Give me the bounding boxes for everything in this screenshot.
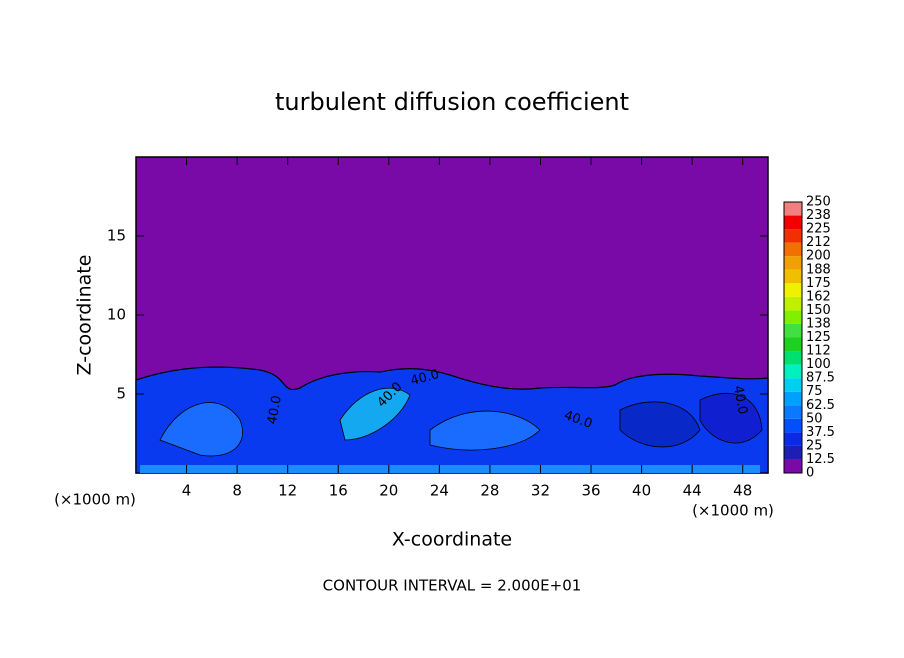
contour-label: 40.0 [409, 367, 441, 389]
turbulent-layer [135, 366, 769, 474]
colorbar-label: 138 [806, 316, 831, 331]
x-axis-label: X-coordinate [392, 529, 512, 551]
colorbar-label: 75 [806, 384, 823, 399]
colorbar-band [784, 445, 802, 460]
colorbar-label: 37.5 [806, 425, 835, 440]
colorbar-band [784, 310, 802, 324]
y-axis-label: Z-coordinate [74, 255, 96, 376]
colorbar-label: 25 [806, 438, 823, 453]
colorbar-label: 112 [806, 344, 831, 359]
x-tick-label: 36 [581, 482, 600, 500]
colorbar-label: 188 [806, 262, 831, 277]
colorbar-label: 238 [806, 208, 831, 223]
colorbar-band [784, 202, 802, 216]
x-unit: (×1000 m) [692, 502, 774, 520]
x-tick-label: 12 [278, 482, 297, 500]
y-tick-label: 15 [107, 227, 126, 245]
colorbar-band [784, 405, 802, 419]
colorbar-band [784, 215, 802, 230]
colorbar-label: 125 [806, 330, 831, 345]
contour-label: 40.0 [265, 394, 285, 425]
x-tick-label: 48 [733, 482, 752, 500]
colorbar-band [784, 269, 802, 284]
colorbar-band [784, 459, 802, 473]
colorbar-band [784, 283, 802, 297]
colorbar-band [784, 391, 802, 406]
colorbar-band [784, 256, 802, 270]
x-tick-label: 44 [683, 482, 702, 500]
colorbar-label: 100 [806, 357, 831, 372]
x-unit: (×1000 m) [54, 491, 136, 509]
x-tick-label: 4 [182, 482, 192, 500]
colorbar-band [784, 418, 802, 433]
colorbar-band [784, 364, 802, 379]
colorbar-frame [783, 201, 803, 474]
colorbar-label: 0 [806, 466, 814, 481]
colorbar-label: 162 [806, 289, 831, 304]
x-tick-label: 8 [232, 482, 242, 500]
x-tick-label: 28 [480, 482, 499, 500]
chart-title: turbulent diffusion coefficient [275, 88, 629, 116]
colorbar-band [784, 378, 802, 392]
y-tick-label: 10 [107, 306, 126, 324]
colorbar-label: 150 [806, 303, 831, 318]
colorbar-label: 200 [806, 249, 831, 264]
footer-note: CONTOUR INTERVAL = 2.000E+01 [323, 577, 582, 595]
colorbar-band [784, 432, 802, 446]
x-tick-label: 16 [329, 482, 348, 500]
x-tick-label: 24 [430, 482, 449, 500]
colorbar-label: 225 [806, 222, 831, 237]
colorbar-label: 250 [806, 195, 831, 210]
colorbar-label: 62.5 [806, 398, 835, 413]
colorbar-band [784, 296, 802, 311]
colorbar-band [784, 323, 802, 338]
x-tick-label: 40 [632, 482, 651, 500]
contour-label: 40.0 [730, 384, 750, 415]
x-tick-label: 32 [531, 482, 550, 500]
colorbar-label: 87.5 [806, 371, 835, 386]
colorbar-label: 50 [806, 411, 823, 426]
colorbar-band [784, 337, 802, 352]
colorbar-label: 12.5 [806, 452, 835, 467]
colorbar-band [784, 351, 802, 365]
y-tick-label: 5 [116, 385, 126, 403]
colorbar-band [784, 242, 802, 257]
x-tick-label: 20 [379, 482, 398, 500]
colorbar-label: 212 [806, 235, 831, 250]
colorbar-label: 175 [806, 276, 831, 291]
colorbar-band [784, 229, 802, 243]
